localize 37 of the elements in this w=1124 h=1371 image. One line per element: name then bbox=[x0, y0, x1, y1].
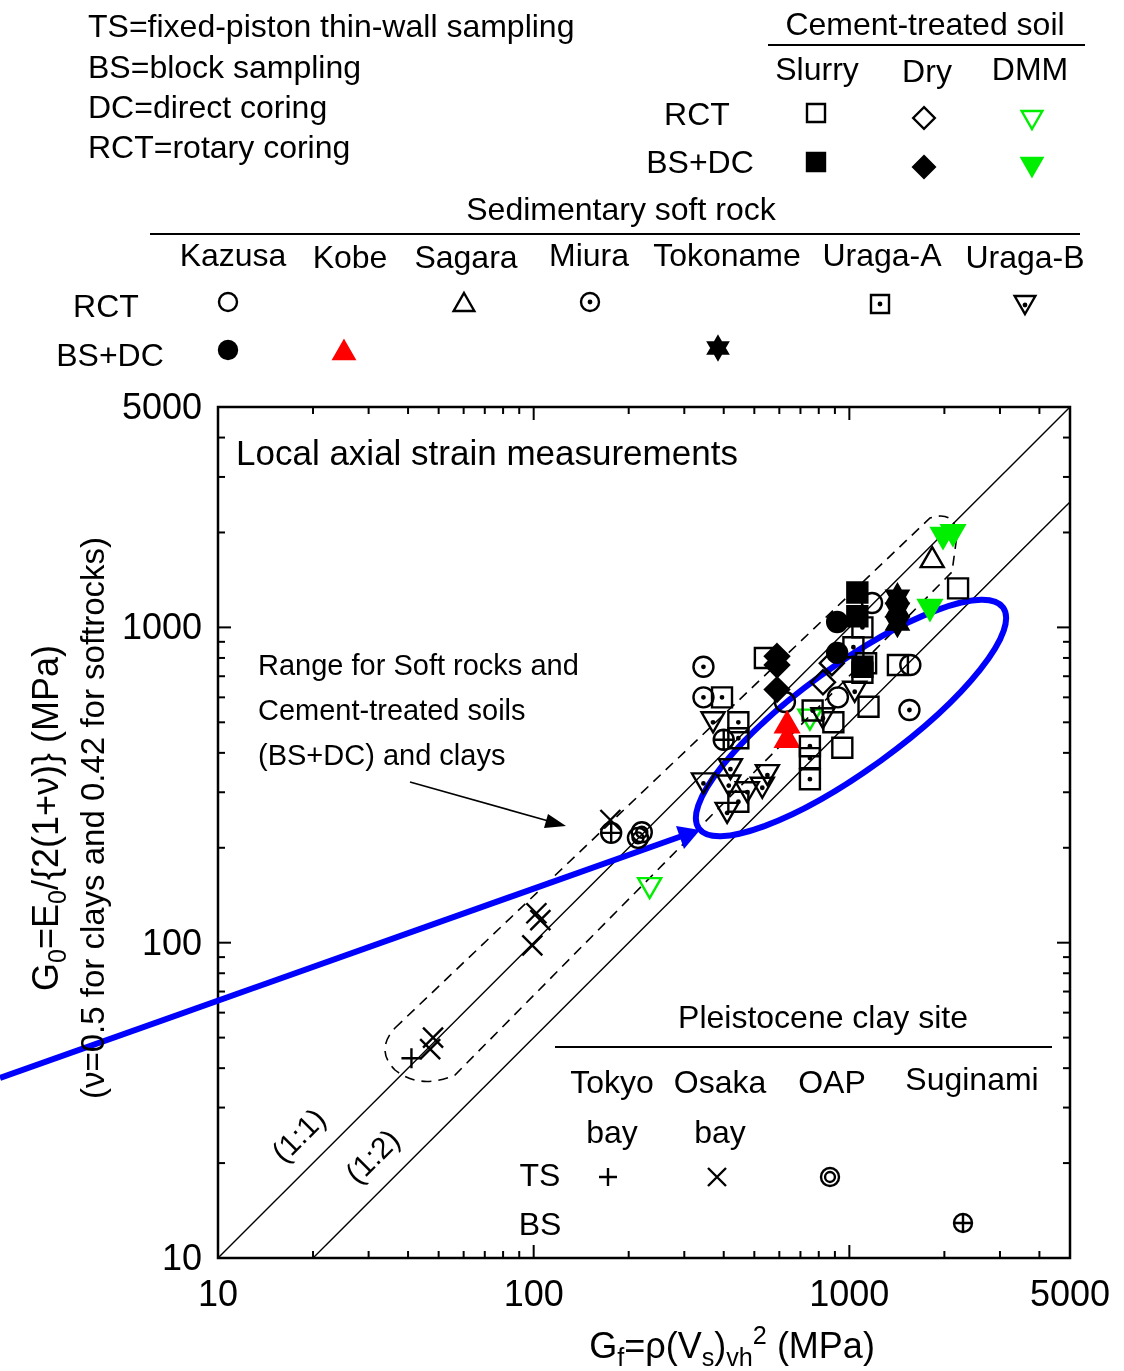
annotation: BS bbox=[518, 1206, 562, 1242]
x-axis-title: G$_{f}$=ρ(V$_{s}$)$_{vh}$$^{2}$ (MPa) bbox=[589, 1321, 875, 1371]
text: Sagara bbox=[414, 239, 518, 275]
text: Uraga-A bbox=[822, 237, 943, 273]
text: Miura bbox=[548, 237, 630, 273]
x-tick-label: 100 bbox=[503, 1273, 564, 1314]
text: BS+DC bbox=[56, 337, 164, 373]
text: Uraga-B bbox=[965, 239, 1085, 275]
text: DMM bbox=[991, 51, 1069, 87]
text: Kobe bbox=[312, 239, 388, 275]
text: RCT bbox=[664, 96, 730, 132]
y-tick-label: 5000 bbox=[121, 386, 202, 427]
text: Sedimentary soft rock bbox=[466, 191, 777, 227]
text: RCT bbox=[73, 288, 139, 324]
x-tick-label: 5000 bbox=[1029, 1273, 1111, 1314]
annotation: Local axial strain measurements bbox=[236, 433, 738, 472]
text: BS=block sampling bbox=[88, 49, 362, 85]
text: Slurry bbox=[775, 51, 859, 87]
annotation: Range for Soft rocks and Cement-treated soils (BS+DC) and clays bbox=[258, 649, 579, 771]
text: Cement-treated soil bbox=[785, 6, 1065, 42]
text: BS+DC bbox=[646, 144, 754, 180]
y-tick-label: 100 bbox=[141, 921, 202, 963]
annotation: OAP bbox=[798, 1064, 866, 1100]
annotation: Tokyo bay bbox=[570, 1064, 654, 1150]
text: (ν=0.5 for clays and 0.42 for softrocks) bbox=[74, 536, 111, 1100]
x-tick-label: 1000 bbox=[809, 1273, 890, 1314]
text: TS=fixed-piston thin-wall sampling bbox=[88, 8, 575, 44]
annotation: Osaka bay bbox=[673, 1064, 767, 1150]
annotation: Suginami bbox=[905, 1061, 1039, 1097]
annotation: TS bbox=[519, 1157, 561, 1193]
text: Dry bbox=[902, 53, 952, 89]
annotation: Pleistocene clay site bbox=[678, 999, 968, 1035]
text: DC=direct coring bbox=[88, 89, 328, 125]
text: RCT=rotary coring bbox=[88, 129, 351, 165]
text: Kazusa bbox=[179, 237, 287, 273]
text: Tokoname bbox=[653, 237, 801, 273]
y-tick-label: 1000 bbox=[121, 606, 202, 648]
